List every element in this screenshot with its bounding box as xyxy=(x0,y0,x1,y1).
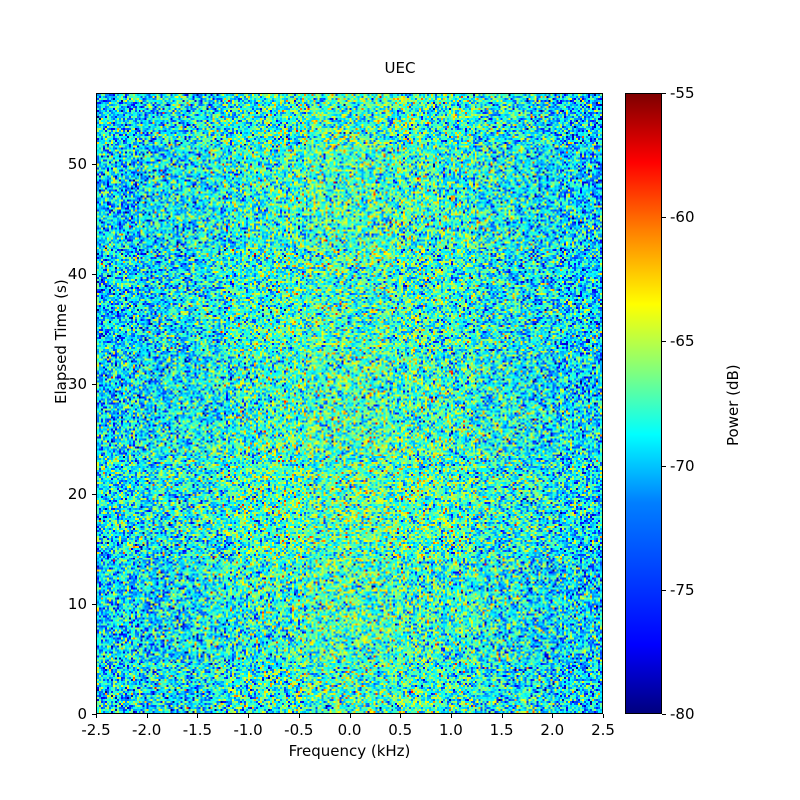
colorbar-tick-mark xyxy=(662,217,666,219)
x-tick-label: 2.5 xyxy=(591,721,615,739)
y-tick-mark xyxy=(92,714,96,715)
colorbar-tick-label: -55 xyxy=(670,84,695,102)
y-tick-label: 30 xyxy=(67,375,87,394)
colorbar-tick-label: -75 xyxy=(670,580,695,599)
x-tick-mark xyxy=(501,714,503,718)
x-tick-label: 1.0 xyxy=(438,721,463,739)
colorbar-tick-label: -65 xyxy=(670,332,695,351)
x-axis-label: Frequency (kHz) xyxy=(288,742,411,760)
y-tick-label: 0 xyxy=(77,705,87,723)
y-tick-mark xyxy=(92,494,96,496)
spectrogram-heatmap xyxy=(97,94,602,713)
x-tick-mark xyxy=(552,714,554,718)
x-tick-label: -1.0 xyxy=(233,721,263,739)
x-tick-label: -0.5 xyxy=(284,721,314,739)
x-tick-label: 2.0 xyxy=(540,721,565,739)
x-tick-mark xyxy=(400,714,402,718)
colorbar-tick-label: -60 xyxy=(670,208,695,227)
colorbar-gradient xyxy=(626,94,661,713)
y-tick-mark xyxy=(92,384,96,386)
x-tick-mark xyxy=(349,714,351,718)
colorbar-tick-mark xyxy=(662,589,666,591)
y-tick-mark xyxy=(92,274,96,276)
colorbar-tick-label: -70 xyxy=(670,456,695,475)
y-tick-mark xyxy=(92,164,96,166)
y-tick-label: 20 xyxy=(67,485,87,504)
colorbar-tick-label: -80 xyxy=(670,705,695,723)
plot-area xyxy=(96,93,603,714)
x-tick-mark xyxy=(450,714,452,718)
x-tick-label: -2.0 xyxy=(132,721,162,739)
x-tick-label: -1.5 xyxy=(182,721,213,739)
x-tick-mark xyxy=(603,714,604,718)
y-tick-label: 40 xyxy=(67,265,87,284)
x-tick-label: -2.5 xyxy=(81,721,111,739)
x-tick-mark xyxy=(248,714,250,718)
title-line-station: UEC xyxy=(384,59,416,77)
y-axis-label: Elapsed Time (s) xyxy=(52,279,70,404)
colorbar-tick-mark xyxy=(662,341,666,343)
x-tick-mark xyxy=(298,714,300,718)
y-tick-label: 50 xyxy=(67,155,87,174)
colorbar xyxy=(625,93,662,714)
x-tick-label: 0.5 xyxy=(388,721,413,739)
x-tick-mark xyxy=(146,714,148,718)
colorbar-tick-mark xyxy=(662,93,666,94)
colorbar-tick-mark xyxy=(662,465,666,467)
x-tick-mark xyxy=(197,714,199,718)
x-tick-label: 0.0 xyxy=(337,721,362,739)
y-tick-label: 10 xyxy=(67,595,87,614)
colorbar-tick-mark xyxy=(662,714,666,715)
x-tick-label: 1.5 xyxy=(489,721,514,739)
x-tick-mark xyxy=(96,714,97,718)
y-tick-mark xyxy=(92,604,96,606)
colorbar-label: Power (dB) xyxy=(724,364,742,446)
